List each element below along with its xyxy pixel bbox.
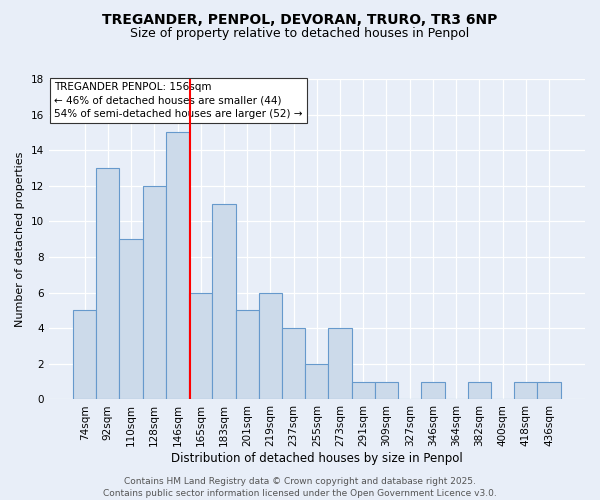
- Text: Contains HM Land Registry data © Crown copyright and database right 2025.
Contai: Contains HM Land Registry data © Crown c…: [103, 476, 497, 498]
- Bar: [212, 204, 236, 400]
- X-axis label: Distribution of detached houses by size in Penpol: Distribution of detached houses by size …: [171, 452, 463, 465]
- Bar: [468, 382, 491, 400]
- Bar: [189, 292, 212, 400]
- Bar: [259, 292, 282, 400]
- Bar: [328, 328, 352, 400]
- Bar: [538, 382, 560, 400]
- Text: TREGANDER, PENPOL, DEVORAN, TRURO, TR3 6NP: TREGANDER, PENPOL, DEVORAN, TRURO, TR3 6…: [103, 12, 497, 26]
- Bar: [236, 310, 259, 400]
- Text: TREGANDER PENPOL: 156sqm
← 46% of detached houses are smaller (44)
54% of semi-d: TREGANDER PENPOL: 156sqm ← 46% of detach…: [54, 82, 302, 118]
- Bar: [282, 328, 305, 400]
- Bar: [166, 132, 189, 400]
- Bar: [305, 364, 328, 400]
- Y-axis label: Number of detached properties: Number of detached properties: [15, 152, 25, 327]
- Text: Size of property relative to detached houses in Penpol: Size of property relative to detached ho…: [130, 28, 470, 40]
- Bar: [514, 382, 538, 400]
- Bar: [421, 382, 445, 400]
- Bar: [143, 186, 166, 400]
- Bar: [119, 239, 143, 400]
- Bar: [96, 168, 119, 400]
- Bar: [73, 310, 96, 400]
- Bar: [352, 382, 375, 400]
- Bar: [375, 382, 398, 400]
